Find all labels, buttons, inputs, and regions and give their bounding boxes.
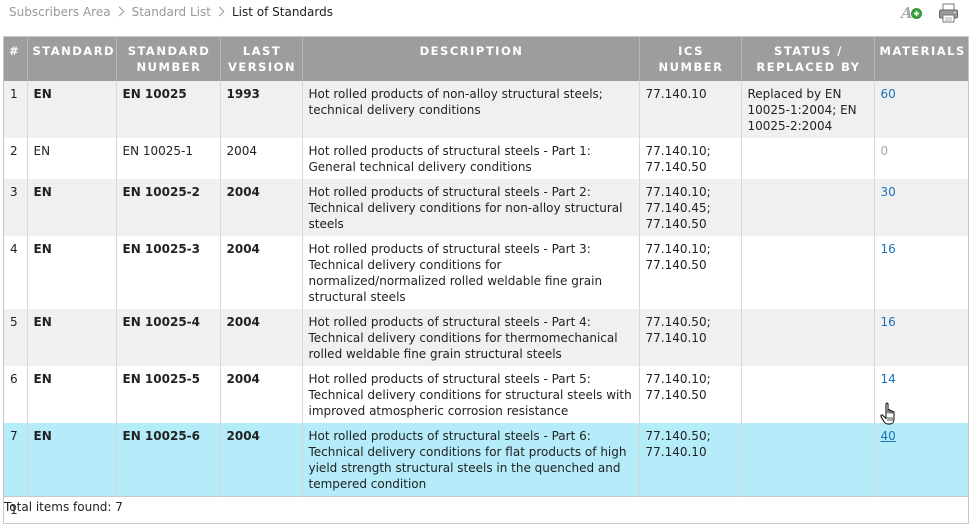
cell-ics-number: 77.140.10 <box>639 81 742 138</box>
cell-last-version: 2004 <box>220 309 303 366</box>
cell-last-version: 2004 <box>220 366 303 423</box>
cell-last-version: 2004 <box>220 423 303 497</box>
table-row[interactable]: 5 EN EN 10025-4 2004 Hot rolled products… <box>4 309 968 366</box>
cell-ics-number: 77.140.10; 77.140.50 <box>639 138 742 179</box>
materials-link[interactable]: 14 <box>880 372 896 386</box>
cell-ics-number: 77.140.50; 77.140.10 <box>639 423 742 497</box>
cell-number: 5 <box>4 309 28 366</box>
cell-description: Hot rolled products of structural steels… <box>302 366 640 423</box>
cell-description: Hot rolled products of structural steels… <box>302 179 640 236</box>
table-row[interactable]: 1 EN EN 10025 1993 Hot rolled products o… <box>4 81 968 138</box>
cell-status: Replaced by EN 10025-1:2004; EN 10025-2:… <box>741 81 875 138</box>
materials-link[interactable]: 16 <box>880 242 896 256</box>
cell-ics-number: 77.140.50; 77.140.10 <box>639 309 742 366</box>
table-row[interactable]: 3 EN EN 10025-2 2004 Hot rolled products… <box>4 179 968 236</box>
cell-standard-number: EN 10025-1 <box>116 138 221 179</box>
pager-row: 1 <box>4 496 968 523</box>
cell-materials: 16 <box>874 309 968 366</box>
cell-description: Hot rolled products of structural steels… <box>302 138 640 179</box>
cell-last-version: 2004 <box>220 138 303 179</box>
cell-number: 1 <box>4 81 28 138</box>
materials-link[interactable]: 40 <box>880 429 896 443</box>
materials-link[interactable]: 60 <box>880 87 896 101</box>
column-header-status[interactable]: STATUS / REPLACED BY <box>741 37 875 81</box>
cell-standard-number: EN 10025-5 <box>116 366 221 423</box>
breadcrumb-current: List of Standards <box>231 5 333 19</box>
materials-link[interactable]: 30 <box>880 185 896 199</box>
pager: 1 <box>4 496 968 523</box>
total-items-count: Total items found: 7 <box>4 500 123 514</box>
cell-materials: 60 <box>874 81 968 138</box>
cell-standard: EN <box>27 366 117 423</box>
cell-number: 2 <box>4 138 28 179</box>
cell-standard-number: EN 10025-2 <box>116 179 221 236</box>
cell-standard-number: EN 10025 <box>116 81 221 138</box>
cell-standard-number: EN 10025-6 <box>116 423 221 497</box>
cell-description: Hot rolled products of structural steels… <box>302 423 640 497</box>
cell-last-version: 2004 <box>220 179 303 236</box>
cell-standard: EN <box>27 236 117 309</box>
svg-text:A: A <box>900 4 913 22</box>
cell-number: 3 <box>4 179 28 236</box>
table-row[interactable]: 6 EN EN 10025-5 2004 Hot rolled products… <box>4 366 968 423</box>
standards-table: # STANDARD STANDARD NUMBER LAST VERSION … <box>4 37 968 523</box>
cell-status <box>741 366 875 423</box>
table-header-row: # STANDARD STANDARD NUMBER LAST VERSION … <box>4 37 968 81</box>
cell-standard: EN <box>27 138 117 179</box>
column-header-materials[interactable]: MATERIALS <box>874 37 968 81</box>
cell-standard-number: EN 10025-3 <box>116 236 221 309</box>
column-header-ics-number[interactable]: ICS NUMBER <box>639 37 742 81</box>
cell-description: Hot rolled products of non-alloy structu… <box>302 81 640 138</box>
table-row[interactable]: 2 EN EN 10025-1 2004 Hot rolled products… <box>4 138 968 179</box>
cell-last-version: 2004 <box>220 236 303 309</box>
cell-status <box>741 138 875 179</box>
cell-status <box>741 309 875 366</box>
column-header-last-version[interactable]: LAST VERSION <box>220 37 303 81</box>
breadcrumb: Subscribers Area Standard List List of Sta… <box>9 5 333 19</box>
cell-number: 4 <box>4 236 28 309</box>
breadcrumb-standard-list[interactable]: Standard List <box>131 5 211 19</box>
standards-table-container: # STANDARD STANDARD NUMBER LAST VERSION … <box>3 36 969 524</box>
cell-number: 6 <box>4 366 28 423</box>
cell-standard-number: EN 10025-4 <box>116 309 221 366</box>
table-row[interactable]: 4 EN EN 10025-3 2004 Hot rolled products… <box>4 236 968 309</box>
column-header-standard-number[interactable]: STANDARD NUMBER <box>116 37 221 81</box>
cell-status <box>741 423 875 497</box>
column-header-standard[interactable]: STANDARD <box>27 37 117 81</box>
cell-standard: EN <box>27 81 117 138</box>
materials-link[interactable]: 16 <box>880 315 896 329</box>
add-to-list-icon[interactable]: A <box>899 3 924 23</box>
cell-materials: 40 <box>874 423 968 497</box>
cell-materials: 30 <box>874 179 968 236</box>
cell-ics-number: 77.140.10; 77.140.50 <box>639 236 742 309</box>
table-row[interactable]: 7 EN EN 10025-6 2004 Hot rolled products… <box>4 423 968 497</box>
breadcrumb-subscribers-area[interactable]: Subscribers Area <box>9 5 111 19</box>
cell-status <box>741 179 875 236</box>
cell-description: Hot rolled products of structural steels… <box>302 309 640 366</box>
cell-materials: 14 <box>874 366 968 423</box>
cell-last-version: 1993 <box>220 81 303 138</box>
top-bar: Subscribers Area Standard List List of Sta… <box>0 0 972 30</box>
cell-standard: EN <box>27 309 117 366</box>
cell-ics-number: 77.140.10; 77.140.45; 77.140.50 <box>639 179 742 236</box>
column-header-description[interactable]: DESCRIPTION <box>302 37 640 81</box>
cell-standard: EN <box>27 423 117 497</box>
cell-status <box>741 236 875 309</box>
materials-link[interactable]: 0 <box>880 144 889 158</box>
chevron-right-icon <box>114 6 125 17</box>
column-header-number[interactable]: # <box>4 37 28 81</box>
cell-number: 7 <box>4 423 28 497</box>
cell-standard: EN <box>27 179 117 236</box>
printer-icon[interactable] <box>938 3 962 23</box>
pager-page-1[interactable]: 1 <box>10 503 18 517</box>
cell-materials: 0 <box>874 138 968 179</box>
cell-description: Hot rolled products of structural steels… <box>302 236 640 309</box>
chevron-right-icon <box>214 6 225 17</box>
cell-ics-number: 77.140.10; 77.140.50 <box>639 366 742 423</box>
cell-materials: 16 <box>874 236 968 309</box>
